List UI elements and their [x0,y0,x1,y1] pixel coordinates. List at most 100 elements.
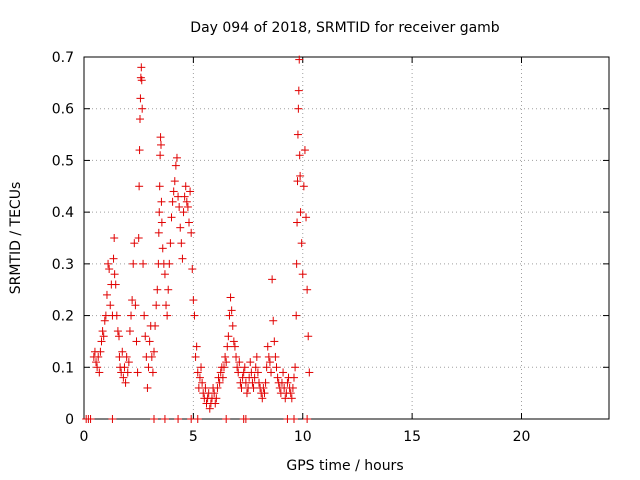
data-point [167,213,176,222]
data-point [150,415,158,423]
data-point [185,218,193,227]
x-tick-label: 0 [80,429,89,445]
data-point [288,383,297,392]
data-point [164,285,173,294]
data-point [227,306,236,315]
data-point [265,358,274,367]
data-point [211,399,220,408]
data-point [291,363,300,372]
data-point [140,311,149,320]
data-point [136,115,144,124]
data-point [172,153,181,162]
data-point [287,394,296,403]
data-point [188,265,197,274]
data-point [294,86,303,95]
data-point [132,337,141,346]
data-point [125,327,134,336]
data-point [296,171,305,180]
data-point [108,415,117,423]
data-point [150,347,158,356]
data-point [198,378,207,387]
data-point [137,63,146,72]
plot-frame [83,56,610,420]
data-point [186,187,195,196]
data-point [144,363,153,372]
data-point [201,383,210,392]
data-point [179,208,188,217]
data-point [239,368,248,377]
data-point [160,270,169,279]
data-point [273,373,282,382]
data-point [145,337,154,346]
data-point [216,368,225,377]
y-axis-label: SRMTID / TECUs [8,182,24,295]
x-tick-label: 15 [403,429,421,445]
axis-ticks [83,56,609,420]
data-point [191,352,200,361]
data-point [299,182,308,191]
data-point [240,363,249,372]
data-point [138,104,147,113]
data-point [163,311,172,320]
data-point [296,208,305,217]
data-point [129,259,138,268]
data-point [228,321,237,330]
data-point [295,151,304,160]
data-point [154,228,163,237]
data-point [294,104,303,113]
data-point [304,332,313,341]
y-tick-label: 0.2 [52,309,74,325]
data-point [180,192,189,201]
data-point [242,389,251,398]
data-point [109,254,118,263]
data-point [151,321,160,330]
data-point [267,368,276,377]
data-point [205,404,214,413]
y-tick-label: 0.5 [52,153,74,169]
data-point [100,316,109,325]
data-point [97,337,106,346]
data-point [187,228,196,237]
data-point [229,337,238,346]
data-point [232,352,241,361]
data-point [293,218,302,227]
data-point [292,259,301,268]
data-point [268,275,277,284]
data-point [94,352,103,361]
data-point [118,347,127,356]
data-point [175,202,184,211]
data-point [153,285,162,294]
data-point [300,146,309,155]
data-point [147,352,156,361]
data-point [298,270,307,279]
data-point [95,368,104,377]
data-point [269,316,278,325]
data-point [190,311,199,320]
data-point [174,415,183,423]
data-point [156,151,165,160]
data-point [263,342,272,351]
data-point [221,352,230,361]
data-point [131,301,140,310]
data-point [106,301,115,310]
data-point [123,368,132,377]
data-point [270,337,279,346]
data-point [121,378,130,387]
data-point [293,130,302,139]
data-point [112,311,121,320]
data-point [223,342,232,351]
data-point [253,368,262,377]
data-point [137,76,146,85]
data-point [193,415,202,423]
data-point [113,327,122,336]
data-point [177,239,186,248]
data-point [230,342,239,351]
data-point [293,177,302,186]
data-point [127,311,136,320]
y-tick-label: 0.6 [52,102,74,118]
data-point [171,161,180,170]
data-point [222,415,231,423]
y-tick-label: 0.3 [52,257,74,273]
data-point [102,290,111,299]
data-point [224,332,233,341]
